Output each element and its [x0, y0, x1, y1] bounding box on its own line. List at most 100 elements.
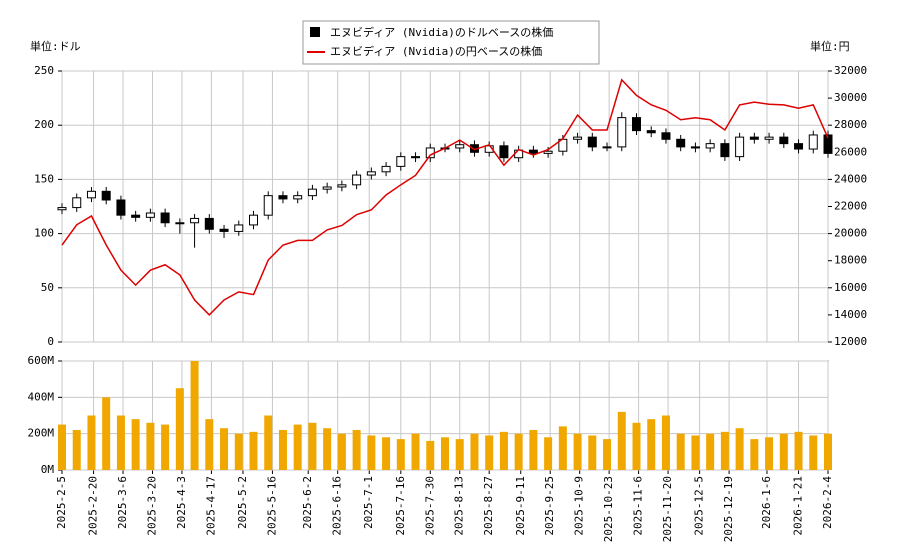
candle-body	[204, 217, 214, 230]
volume-bar	[544, 437, 553, 470]
x-tick-label: 2025-9-11	[514, 476, 527, 536]
candle-body	[808, 134, 818, 150]
candle-body	[278, 195, 288, 200]
volume-bar	[278, 430, 287, 470]
x-tick-label: 2025-7-16	[394, 476, 407, 536]
candle-body	[337, 184, 347, 188]
x-tick-label: 2025-11-6	[632, 476, 645, 536]
candle-body	[602, 146, 612, 149]
volume-bar	[499, 431, 508, 470]
volume-bar	[632, 422, 641, 470]
volume-bar	[558, 426, 567, 470]
volume-bar	[58, 424, 66, 470]
y2-tick-label: 18000	[834, 254, 867, 267]
candle-body	[690, 146, 700, 149]
x-tick-label: 2025-6-16	[331, 476, 344, 536]
volume-bar	[352, 430, 361, 470]
candle-body	[352, 174, 362, 186]
volume-bar	[750, 439, 759, 470]
volume-bar	[87, 415, 96, 470]
x-tick-label: 2025-6-2	[301, 476, 314, 529]
x-tick-label: 2025-9-25	[543, 476, 556, 536]
candle-body	[646, 130, 656, 134]
volume-bar	[293, 424, 302, 470]
y-tick-label: 250	[34, 64, 54, 77]
candle-body	[543, 150, 553, 154]
candle-body	[705, 143, 715, 149]
volume-bar	[809, 435, 818, 470]
volume-bar	[706, 433, 715, 470]
candle-body	[293, 195, 303, 200]
candle-body	[234, 224, 244, 232]
candle-body	[632, 117, 641, 132]
y2-tick-label: 22000	[834, 200, 867, 213]
y2-tick-label: 16000	[834, 281, 867, 294]
volume-bar	[411, 433, 420, 470]
legend: エヌビディア (Nvidia)のドルベースの株価 エヌビディア (Nvidia)…	[302, 20, 600, 65]
candle-body	[307, 188, 317, 197]
volume-bar	[337, 433, 346, 470]
candle-body	[249, 214, 258, 226]
yen-line	[61, 78, 829, 316]
candle-body	[779, 136, 789, 145]
volume-bar	[264, 415, 273, 470]
volume-bar	[220, 428, 229, 470]
candle-body	[145, 212, 155, 218]
x-tick-label: 2025-3-6	[116, 476, 129, 529]
candle-body	[749, 136, 759, 140]
y2-tick-label: 32000	[834, 64, 867, 77]
volume-bar	[573, 433, 582, 470]
volume-bar	[382, 437, 391, 470]
volume-bar	[617, 411, 626, 470]
candle-body	[219, 228, 229, 232]
volume-bar	[146, 422, 155, 470]
candle-body	[661, 132, 671, 140]
x-tick-label: 2026-1-21	[792, 476, 805, 536]
x-tick-label: 2025-8-27	[482, 476, 495, 536]
y-tick-label: 200M	[28, 427, 55, 440]
volume-bar	[514, 433, 523, 470]
volume-bar	[588, 435, 597, 470]
x-tick-label: 2025-5-16	[265, 476, 278, 536]
candle-body	[101, 190, 111, 201]
volume-bar	[249, 431, 258, 470]
candle-body	[617, 117, 627, 148]
volume-bar	[603, 439, 612, 470]
candle-body	[411, 156, 421, 159]
y-tick-label: 0	[47, 335, 54, 348]
candle-body	[175, 222, 185, 225]
candle-body	[116, 199, 126, 216]
y-tick-label: 200	[34, 118, 54, 131]
x-tick-label: 2025-4-3	[175, 476, 188, 529]
price-frame	[61, 70, 829, 343]
y2-tick-label: 24000	[834, 172, 867, 185]
x-tick-label: 2025-4-17	[204, 476, 217, 536]
volume-bar	[779, 433, 788, 470]
candle-body	[57, 207, 67, 211]
volume-bar	[470, 433, 479, 470]
candle-body	[322, 186, 332, 190]
candle-body	[794, 143, 804, 150]
candle-body	[528, 149, 538, 154]
candle-body	[381, 165, 391, 173]
y-tick-label: 600M	[28, 354, 55, 367]
legend-box	[302, 20, 600, 65]
candle-body	[455, 144, 465, 149]
candle-body	[764, 136, 774, 140]
candle-body	[160, 212, 170, 224]
y2-tick-label: 12000	[834, 335, 867, 348]
x-tick-label: 2025-10-23	[602, 476, 615, 542]
volume-bar	[824, 433, 832, 470]
volume-bar	[102, 397, 111, 470]
y-tick-label: 50	[41, 281, 54, 294]
legend-label: エヌビディア (Nvidia)のドルベースの株価	[330, 25, 553, 39]
candle-body	[720, 143, 730, 158]
legend-marker	[310, 27, 320, 37]
x-tick-label: 2026-1-6	[760, 476, 773, 529]
x-tick-label: 2025-10-9	[573, 476, 586, 536]
legend-label: エヌビディア (Nvidia)の円ベースの株価	[330, 44, 542, 58]
x-tick-label: 2026-2-4	[821, 476, 834, 529]
volume-bar	[396, 439, 405, 470]
candle-body	[573, 136, 583, 140]
